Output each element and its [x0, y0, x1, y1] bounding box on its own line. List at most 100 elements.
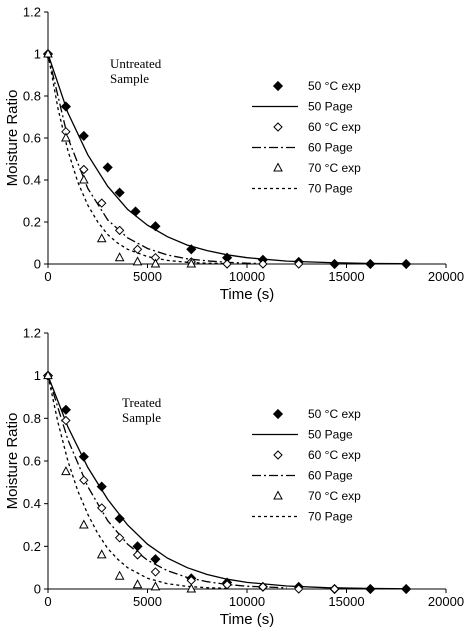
plot-area [42, 48, 412, 270]
data-point [60, 101, 71, 112]
data-point [97, 503, 107, 513]
data-point [258, 582, 268, 592]
sample-annotation: Untreated [110, 56, 162, 71]
legend-label: 70 Page [308, 510, 353, 524]
y-tick-label: 1.2 [23, 326, 41, 341]
chart-panel-1: 0 0.2 0.4 0.6 0.8 1 1.2 0 5000 10000 15000 20000 Tim… [4, 5, 464, 304]
y-tick-label: 0.6 [23, 454, 41, 469]
data-point [61, 415, 71, 426]
y-tick-label: 1.2 [23, 5, 41, 20]
chart-panel-2: 0 0.2 0.4 0.6 0.8 1 1.2 0 5000 10000 15000 20000 Tim… [4, 326, 464, 629]
x-axis-title: Time (s) [220, 286, 274, 303]
x-tick-label: 10000 [229, 594, 265, 609]
series-line-70-page [47, 53, 228, 265]
data-point [329, 258, 340, 270]
legend-marker [273, 450, 283, 460]
y-tick-label: 0.6 [23, 131, 41, 146]
x-tick-label: 20000 [428, 269, 464, 284]
data-point [132, 550, 143, 560]
data-point [329, 584, 340, 594]
data-point [114, 533, 125, 543]
data-point [150, 581, 161, 591]
data-point [365, 258, 376, 270]
plot-area [42, 370, 412, 595]
legend: 50 °C exp 50 Page 60 °C exp 60 Page 70 °C ex… [252, 407, 361, 524]
legend-label: 60 °C exp [308, 448, 361, 462]
legend-label: 50 °C exp [308, 407, 361, 421]
sample-annotation: Sample [110, 71, 149, 86]
legend: 50 °C exp 50 Page 60 °C exp 60 Page 70 °C ex… [252, 79, 361, 196]
data-point [150, 221, 161, 232]
data-point [96, 549, 107, 559]
x-tick-label: 5000 [133, 594, 162, 609]
x-tick-label: 5000 [133, 269, 162, 284]
y-axis-title: Moisture Ratio [4, 413, 21, 510]
data-point [150, 554, 161, 565]
data-point [61, 132, 71, 142]
data-point [114, 252, 125, 262]
data-point [222, 259, 232, 269]
legend-label: 60 Page [308, 469, 353, 483]
data-point [114, 513, 125, 524]
legend-label: 50 Page [308, 428, 353, 442]
data-point [78, 451, 89, 462]
data-point [401, 583, 412, 595]
y-tick-label: 0.8 [23, 89, 41, 104]
x-tick-label: 0 [44, 594, 51, 609]
data-point [114, 187, 125, 198]
data-point [186, 258, 197, 268]
x-axis-title: Time (s) [220, 611, 274, 628]
sample-annotation: Sample [122, 410, 161, 425]
data-point [132, 256, 143, 266]
data-point [401, 258, 412, 270]
data-point [132, 244, 143, 255]
x-tick-label: 20000 [428, 594, 464, 609]
x-tick-label: 15000 [328, 269, 364, 284]
data-point [258, 259, 268, 269]
data-point [294, 584, 304, 594]
y-tick-label: 0.4 [23, 173, 41, 188]
data-point [114, 570, 125, 580]
data-point [114, 225, 125, 236]
y-tick-label: 0.8 [23, 411, 41, 426]
y-tick-label: 0.4 [23, 496, 41, 511]
legend-marker [272, 408, 284, 420]
data-point [150, 567, 161, 577]
data-point [130, 206, 141, 217]
data-point [61, 466, 71, 476]
y-tick-label: 1 [34, 368, 41, 383]
legend-label: 60 °C exp [308, 120, 361, 134]
data-point [222, 580, 232, 590]
data-point [365, 583, 376, 595]
legend-label: 60 Page [308, 141, 353, 155]
data-point [97, 198, 107, 208]
data-point [96, 233, 107, 243]
legend-marker [273, 490, 283, 500]
data-point [132, 579, 143, 589]
legend-label: 70 °C exp [308, 161, 361, 175]
legend-label: 70 Page [308, 182, 353, 196]
y-tick-label: 0 [34, 582, 41, 597]
x-tick-label: 0 [44, 269, 51, 284]
data-point [43, 370, 53, 380]
legend-label: 70 °C exp [308, 489, 361, 503]
data-point [43, 48, 53, 58]
data-point [96, 481, 107, 492]
data-point [102, 162, 113, 173]
legend-marker [273, 122, 283, 132]
data-point [60, 404, 71, 415]
sample-annotation: Treated [122, 395, 162, 410]
data-point [78, 519, 89, 529]
data-point [186, 244, 197, 255]
y-tick-label: 0.2 [23, 215, 41, 230]
series-line-70-page [47, 375, 228, 590]
y-tick-label: 0 [34, 257, 41, 272]
data-point [150, 258, 161, 268]
legend-label: 50 Page [308, 100, 353, 114]
legend-marker [273, 162, 283, 172]
y-tick-label: 1 [34, 47, 41, 62]
series-line-50-page [47, 375, 407, 590]
data-point [78, 174, 89, 184]
data-point [294, 259, 304, 269]
